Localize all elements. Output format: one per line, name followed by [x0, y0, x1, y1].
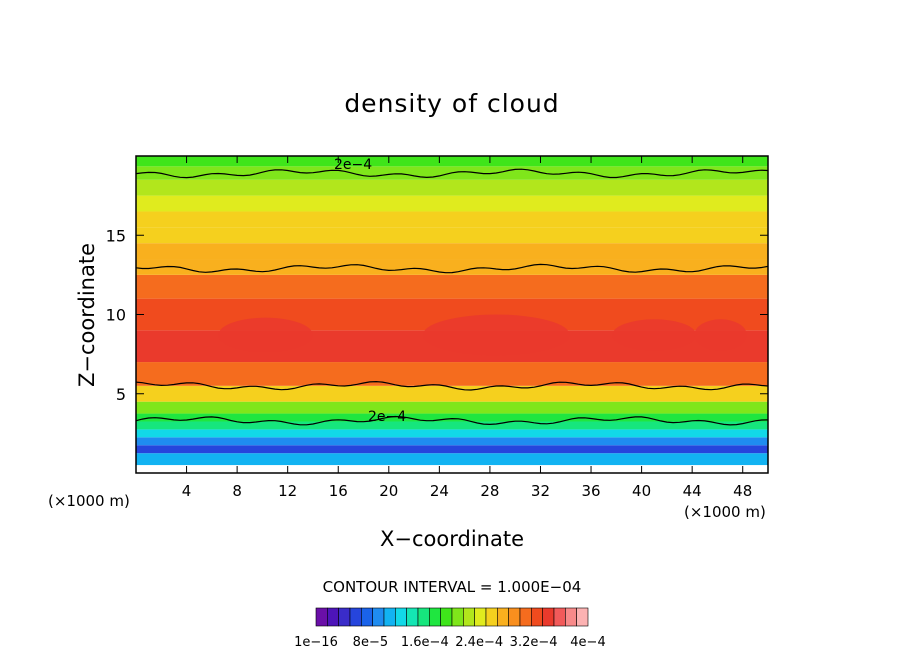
x-tick-label-16: 16	[329, 482, 348, 500]
density-max-blob-1	[422, 314, 570, 356]
density-max-blob-2	[612, 319, 697, 351]
contour-line-3	[136, 168, 768, 179]
chart-title: density of cloud	[344, 89, 559, 118]
colorbar-swatch-17	[508, 607, 521, 627]
colorbar-swatch-11	[440, 607, 453, 627]
density-band-8	[136, 362, 768, 386]
colorbar-swatch-7	[395, 607, 407, 627]
no-data-strip	[136, 465, 768, 473]
plot-area	[135, 155, 769, 474]
colorbar-label-0: 1e−16	[294, 635, 338, 650]
colorbar-swatch-10	[429, 607, 441, 627]
density-band-14	[136, 227, 768, 244]
colorbar-label-3: 2.4e−4	[455, 635, 503, 650]
density-band-15	[136, 211, 768, 228]
density-band-12	[136, 259, 768, 275]
colorbar-swatch-8	[406, 607, 419, 627]
colorbar-swatch-20	[542, 607, 555, 627]
density-band-6	[136, 401, 768, 414]
colorbar-swatch-15	[485, 607, 498, 627]
colorbar-swatch-1	[327, 607, 339, 627]
colorbar-label-1: 8e−5	[353, 635, 388, 650]
contour-line-2	[136, 263, 768, 274]
x-tick-label-4: 4	[182, 482, 192, 500]
y-unit-label: (×1000 m)	[48, 492, 130, 510]
colorbar	[315, 607, 589, 627]
colorbar-swatch-16	[497, 607, 509, 627]
x-tick-label-48: 48	[733, 482, 752, 500]
colorbar-swatch-12	[451, 607, 464, 627]
x-tick-label-28: 28	[480, 482, 499, 500]
density-bands	[136, 156, 768, 473]
density-band-7	[136, 385, 768, 402]
colorbar-label-4: 3.2e−4	[510, 635, 558, 650]
colorbar-swatch-13	[463, 607, 475, 627]
x-tick-label-32: 32	[531, 482, 550, 500]
density-band-3	[136, 429, 768, 438]
colorbar-swatch-19	[531, 607, 543, 627]
density-band-4	[136, 421, 768, 430]
density-band-13	[136, 243, 768, 260]
colorbar-swatch-4	[361, 607, 373, 627]
density-maxima	[218, 314, 747, 356]
colorbar-swatch-23	[576, 607, 589, 627]
density-band-5	[136, 413, 768, 422]
contour-label-top: 2e−4	[334, 157, 372, 173]
contour-line-0	[136, 415, 768, 426]
density-band-19	[136, 156, 768, 167]
x-tick-label-44: 44	[683, 482, 702, 500]
y-axis-ticks: 5 10 15	[106, 226, 768, 404]
density-band-11	[136, 274, 768, 299]
contour-lines	[136, 168, 768, 426]
colorbar-label-2: 1.6e−4	[401, 635, 449, 650]
x-tick-label-24: 24	[430, 482, 449, 500]
density-band-1	[136, 445, 768, 454]
y-axis-label: Z−coordinate	[75, 243, 99, 387]
contour-line-1	[136, 380, 768, 391]
colorbar-swatch-22	[565, 607, 577, 627]
contour-interval-text: CONTOUR INTERVAL = 1.000E−04	[323, 578, 582, 596]
colorbar-labels: 1e−16 8e−5 1.6e−4 2.4e−4 3.2e−4 4e−4	[294, 635, 606, 650]
density-max-blob-3	[694, 319, 747, 351]
contour-label-bottom: 2e−4	[368, 409, 406, 425]
colorbar-swatch-2	[338, 607, 351, 627]
colorbar-swatch-21	[553, 607, 566, 627]
y-tick-label-15: 15	[106, 226, 126, 245]
colorbar-swatch-5	[372, 607, 385, 627]
x-unit-label: (×1000 m)	[684, 503, 766, 521]
colorbar-swatch-3	[349, 607, 362, 627]
colorbar-swatch-0	[315, 607, 328, 627]
y-tick-label-10: 10	[106, 306, 126, 325]
colorbar-swatch-6	[383, 607, 396, 627]
density-max-blob-0	[218, 317, 313, 353]
y-tick-label-5: 5	[116, 385, 126, 404]
x-axis-label: X−coordinate	[380, 527, 524, 551]
x-tick-label-20: 20	[379, 482, 398, 500]
density-band-2	[136, 437, 768, 446]
colorbar-swatch-9	[417, 607, 430, 627]
colorbar-swatch-14	[474, 607, 487, 627]
density-band-17	[136, 179, 768, 196]
x-tick-label-12: 12	[278, 482, 297, 500]
x-tick-label-8: 8	[232, 482, 242, 500]
x-tick-label-40: 40	[632, 482, 651, 500]
x-axis-ticks: 4 8 12 16 20 24 28 32 36 40 44 48	[182, 156, 752, 500]
colorbar-label-5: 4e−4	[570, 635, 605, 650]
colorbar-swatch-18	[519, 607, 532, 627]
x-tick-label-36: 36	[581, 482, 600, 500]
density-band-16	[136, 195, 768, 212]
